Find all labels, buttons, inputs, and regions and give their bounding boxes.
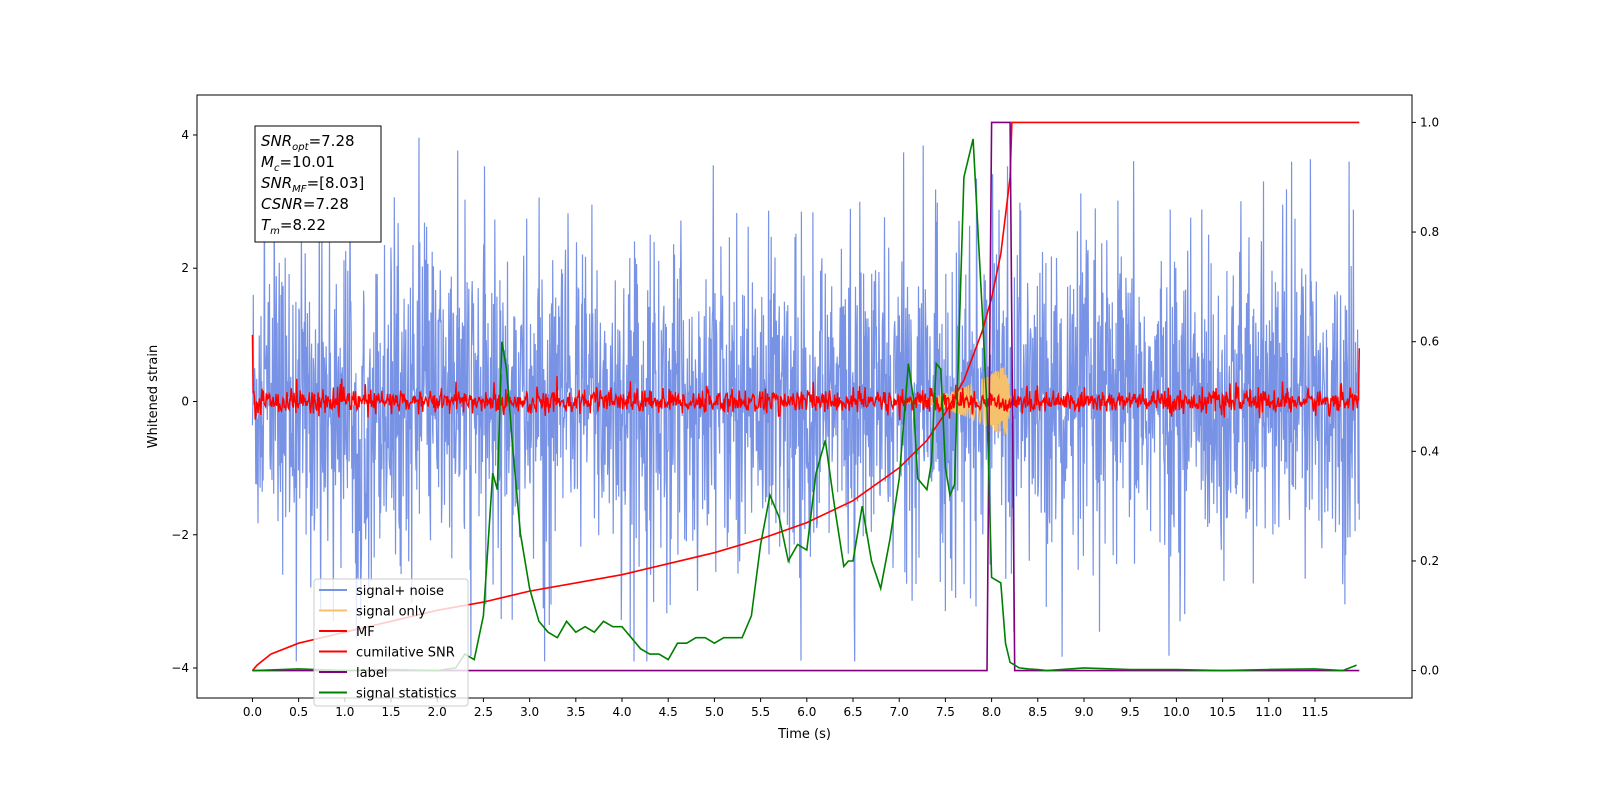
legend-label-label: label xyxy=(356,666,387,681)
legend-frame xyxy=(313,578,469,707)
stats-value: =7.28 xyxy=(309,132,355,150)
stats-line: SNRMF=[8.03] xyxy=(261,174,364,195)
x-tick-label: 3.5 xyxy=(566,705,585,719)
x-tick-label: 2.0 xyxy=(428,705,447,719)
y2-tick-label: 0.0 xyxy=(1420,664,1439,678)
stats-line: CSNR=7.28 xyxy=(261,195,349,213)
x-tick-label: 4.5 xyxy=(659,705,678,719)
x-tick-label: 1.5 xyxy=(381,705,400,719)
x-tick-label: 10.5 xyxy=(1209,705,1236,719)
x-tick-label: 9.0 xyxy=(1074,705,1093,719)
x-tick-label: 9.5 xyxy=(1121,705,1140,719)
tick-layer: 0.0 0.5 1.0 1.5 2.0 2.5 3.0 3.5 4.0 4.5 5.0 5.5 6.0 6… xyxy=(171,115,1439,719)
series-line-signal-statistics xyxy=(252,138,1357,672)
x-tick-label: 3.0 xyxy=(520,705,539,719)
y-tick-label: 4 xyxy=(181,128,189,142)
x-tick-label: 0.5 xyxy=(289,705,308,719)
y2-tick-label: 0.2 xyxy=(1420,554,1439,568)
stats-line: Mc=10.01 xyxy=(261,153,335,174)
stats-subscript: opt xyxy=(292,142,309,153)
stats-value: =8.22 xyxy=(280,216,326,234)
y-tick-label: 2 xyxy=(181,261,189,275)
axes-frame xyxy=(196,94,1413,699)
x-tick-label: 8.0 xyxy=(982,705,1001,719)
y-tick-label: −2 xyxy=(171,528,189,542)
stats-subscript: m xyxy=(270,226,280,237)
series-line-label xyxy=(252,121,1360,672)
x-tick-label: 0.0 xyxy=(243,705,262,719)
x-tick-label: 7.0 xyxy=(890,705,909,719)
stats-subscript: c xyxy=(274,163,280,174)
legend-label-cumilative-snr: cumilative SNR xyxy=(356,646,455,661)
x-tick-label: 7.5 xyxy=(936,705,955,719)
stats-symbol: SNR xyxy=(261,174,292,192)
x-axis-label: Time (s) xyxy=(777,727,831,742)
y2-tick-label: 0.6 xyxy=(1420,335,1439,349)
stats-value: =7.28 xyxy=(303,195,349,213)
x-tick-label: 8.5 xyxy=(1028,705,1047,719)
y2-tick-label: 0.4 xyxy=(1420,444,1439,458)
legend-label-signal-statistics: signal statistics xyxy=(356,687,457,702)
stats-line: SNRopt=7.28 xyxy=(261,132,355,153)
stats-annotation-box: SNRopt=7.28Mc=10.01SNRMF=[8.03]CSNR=7.28… xyxy=(254,125,382,243)
stats-box-frame xyxy=(254,125,382,243)
stats-symbol: CSNR xyxy=(261,195,303,213)
stats-subscript: MF xyxy=(292,184,307,195)
x-tick-label: 11.0 xyxy=(1255,705,1282,719)
series-line-signal-noise xyxy=(251,137,1360,662)
stats-value: =10.01 xyxy=(279,153,335,171)
y-axis-label: Whitened strain xyxy=(146,345,161,448)
stats-line: Tm=8.22 xyxy=(261,216,326,237)
legend-label-mf: MF xyxy=(356,625,375,640)
y-tick-label: 0 xyxy=(181,394,189,408)
x-tick-label: 11.5 xyxy=(1302,705,1329,719)
stats-value: =[8.03] xyxy=(307,174,365,192)
x-tick-label: 1.0 xyxy=(335,705,354,719)
x-tick-label: 2.5 xyxy=(474,705,493,719)
legend: signal+ noise signal only MF cumilative SNR… xyxy=(313,578,469,707)
stats-symbol: M xyxy=(261,153,274,171)
x-tick-label: 6.0 xyxy=(797,705,816,719)
x-tick-label: 4.0 xyxy=(612,705,631,719)
stats-symbol: SNR xyxy=(261,132,292,150)
x-tick-label: 10.0 xyxy=(1163,705,1190,719)
plot-area-border xyxy=(196,94,1413,699)
y2-tick-label: 1.0 xyxy=(1420,115,1439,129)
legend-label-signal-noise: signal+ noise xyxy=(356,584,444,599)
y2-tick-label: 0.8 xyxy=(1420,225,1439,239)
y-tick-label: −4 xyxy=(171,661,189,675)
x-tick-label: 5.0 xyxy=(705,705,724,719)
legend-label-signal-only: signal only xyxy=(356,605,426,620)
stats-symbol: T xyxy=(261,216,272,234)
series-line-mf xyxy=(251,334,1360,421)
x-tick-label: 5.5 xyxy=(751,705,770,719)
x-tick-label: 6.5 xyxy=(843,705,862,719)
